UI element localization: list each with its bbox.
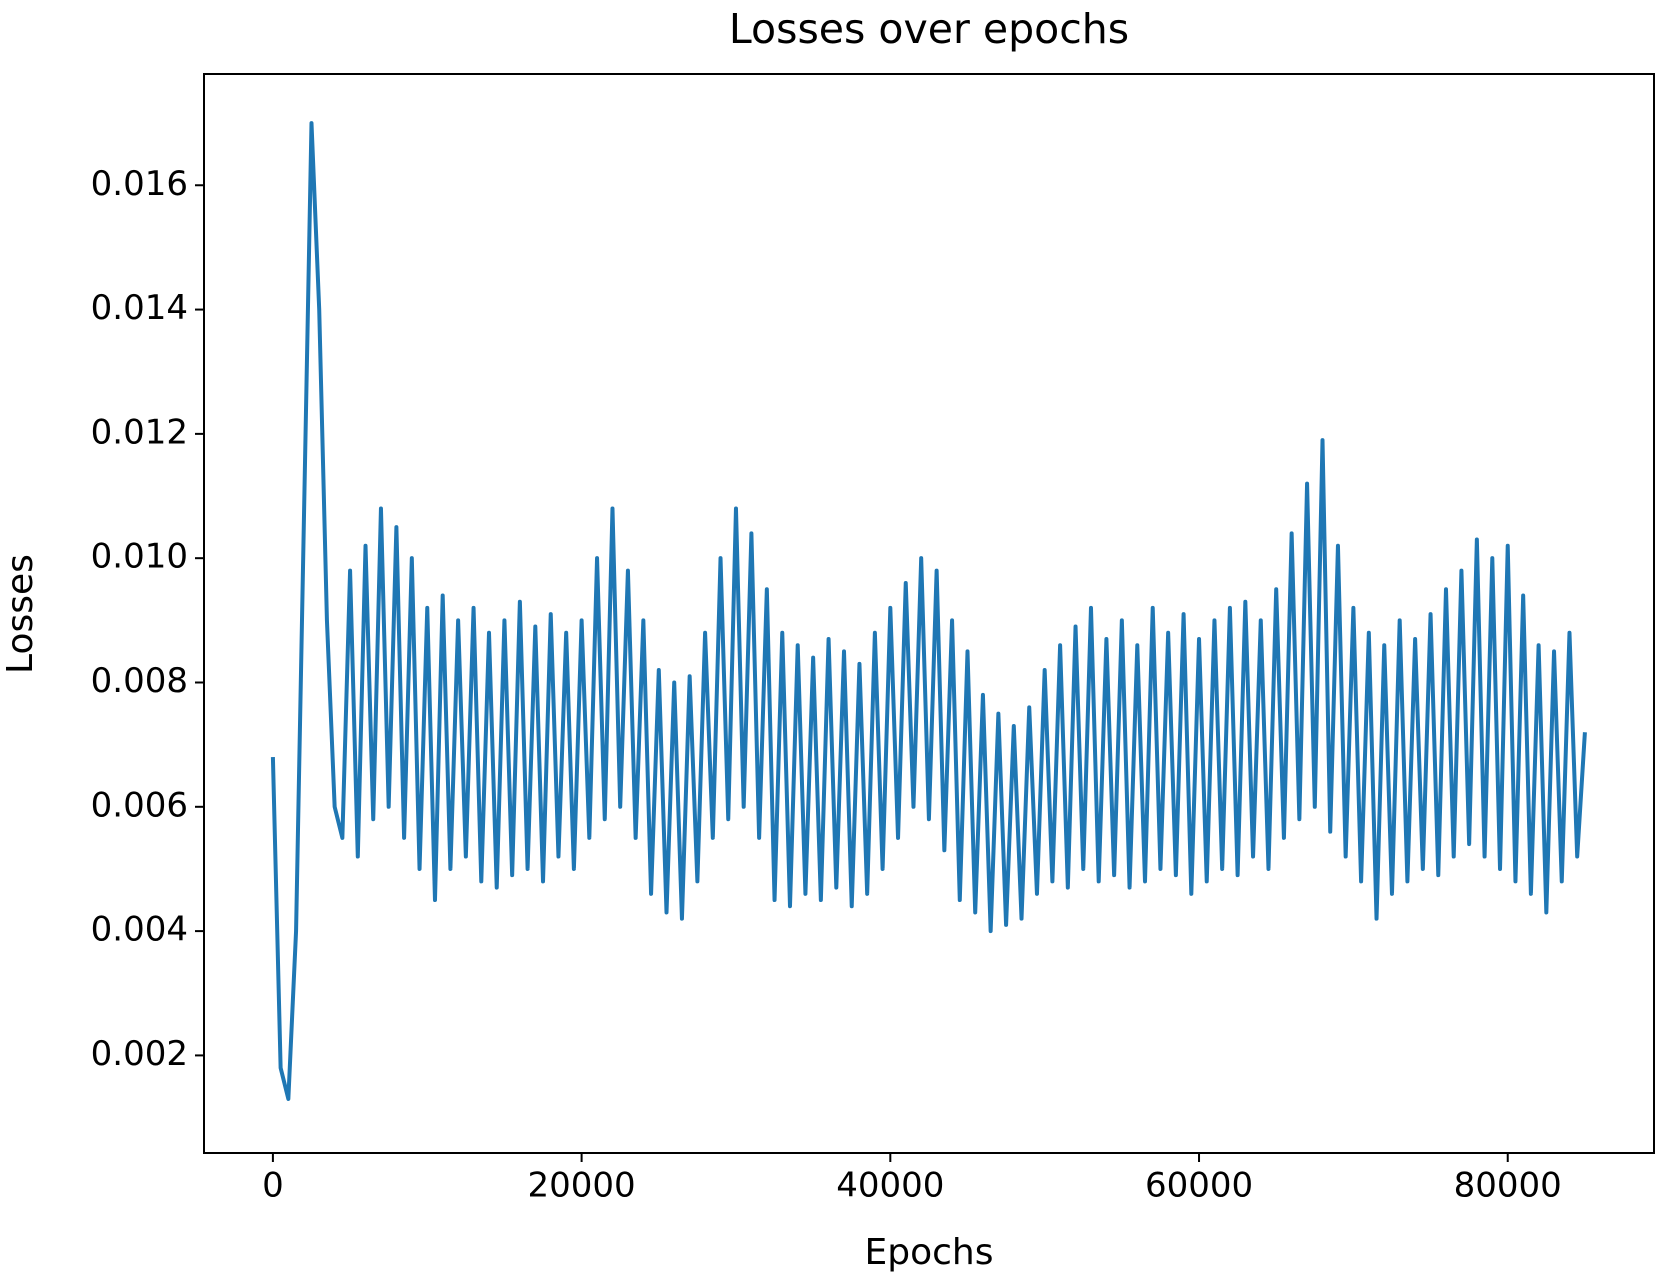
y-tick-label: 0.006 (91, 785, 188, 825)
x-tick-label: 40000 (836, 1166, 944, 1206)
x-tick-label: 60000 (1145, 1166, 1253, 1206)
loss-line (270, 121, 1587, 1101)
x-axis-label: Epochs (865, 1232, 994, 1273)
y-tick-label: 0.008 (91, 661, 188, 701)
x-tick-label: 80000 (1454, 1166, 1562, 1206)
y-tick-label: 0.010 (91, 537, 188, 577)
y-tick-label: 0.016 (91, 164, 188, 204)
y-tick-label: 0.012 (91, 412, 188, 452)
x-tick-label: 0 (262, 1166, 284, 1206)
plot-frame (203, 73, 1655, 1154)
y-tick-label: 0.004 (91, 910, 188, 950)
x-tick-label: 20000 (528, 1166, 636, 1206)
chart-title: Losses over epochs (729, 5, 1129, 53)
y-tick-label: 0.002 (91, 1034, 188, 1074)
y-axis-label: Losses (0, 554, 41, 674)
y-tick-label: 0.014 (91, 288, 188, 328)
